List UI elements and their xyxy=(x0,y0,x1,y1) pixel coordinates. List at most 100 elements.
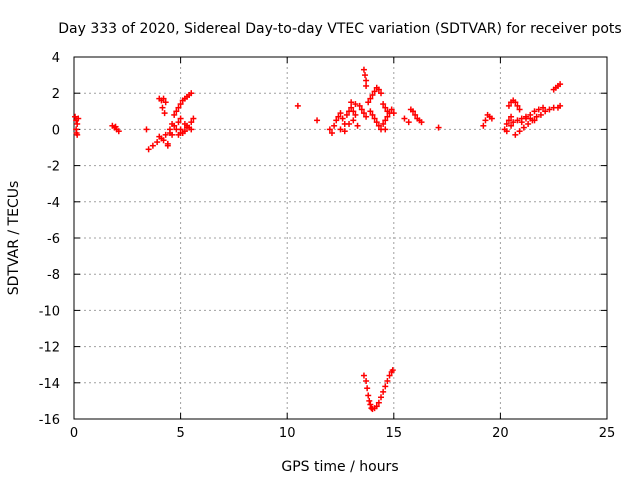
data-point xyxy=(175,119,182,126)
data-point xyxy=(378,394,385,401)
data-point xyxy=(348,99,355,106)
data-point xyxy=(166,126,173,133)
data-point xyxy=(401,115,408,122)
y-tick-label: -10 xyxy=(39,304,60,319)
y-tick-label: -6 xyxy=(47,232,60,247)
data-point xyxy=(516,106,523,113)
x-tick-label: 5 xyxy=(176,426,184,441)
data-point xyxy=(173,108,180,115)
data-point xyxy=(171,111,178,118)
data-point xyxy=(365,392,372,399)
data-point xyxy=(145,146,152,153)
x-tick-label: 0 xyxy=(70,426,78,441)
data-point xyxy=(72,113,79,120)
data-point xyxy=(512,99,519,106)
data-point xyxy=(505,117,512,124)
data-point xyxy=(188,126,195,133)
data-point xyxy=(328,130,335,137)
y-tick-label: 2 xyxy=(52,87,60,102)
data-point xyxy=(514,117,521,124)
x-tick-labels: 0 5 10 15 20 25 xyxy=(70,426,615,441)
data-point xyxy=(160,137,167,144)
data-point xyxy=(164,142,171,149)
data-point xyxy=(159,104,166,111)
data-point xyxy=(557,81,564,88)
data-point xyxy=(503,128,510,135)
data-point xyxy=(348,104,355,111)
y-axis-label: SDTVAR / TECUs xyxy=(6,181,22,296)
data-point xyxy=(337,126,344,133)
data-point xyxy=(388,106,395,113)
data-point xyxy=(188,90,195,97)
data-point xyxy=(352,101,359,108)
data-point xyxy=(505,102,512,109)
y-tick-label: -14 xyxy=(39,377,60,392)
data-point xyxy=(341,128,348,135)
data-point xyxy=(360,66,367,73)
data-point xyxy=(154,139,161,146)
data-point xyxy=(375,122,382,129)
data-point xyxy=(363,113,370,120)
data-point xyxy=(188,119,195,126)
data-point xyxy=(384,377,391,384)
data-point xyxy=(371,115,378,122)
data-point xyxy=(382,383,389,390)
data-point xyxy=(542,108,549,115)
data-point xyxy=(156,133,163,140)
data-point xyxy=(525,120,532,127)
data-point xyxy=(354,122,361,129)
data-point xyxy=(371,88,378,95)
data-point xyxy=(373,403,380,410)
data-point xyxy=(557,102,564,109)
data-point xyxy=(331,122,338,129)
x-tick-label: 10 xyxy=(279,426,296,441)
data-point xyxy=(343,111,350,118)
data-point xyxy=(177,115,184,122)
data-point xyxy=(350,108,357,115)
data-point xyxy=(364,385,371,392)
data-point xyxy=(510,119,517,126)
data-point xyxy=(380,120,387,127)
data-point xyxy=(412,111,419,118)
data-point xyxy=(366,397,373,404)
data-point xyxy=(375,399,382,406)
data-point xyxy=(367,108,374,115)
data-point xyxy=(380,101,387,108)
data-point xyxy=(382,117,389,124)
data-point xyxy=(112,123,119,130)
y-tick-labels: 4 2 0 -2 -4 -6 -8 -10 -12 -14 -16 xyxy=(39,51,60,428)
data-point xyxy=(535,106,542,113)
y-tick-label: -12 xyxy=(39,341,60,356)
y-tick-label: -2 xyxy=(47,160,60,175)
data-point xyxy=(161,110,168,117)
y-tick-label: -4 xyxy=(47,196,60,211)
data-point xyxy=(380,388,387,395)
data-series xyxy=(72,66,564,413)
data-point xyxy=(537,111,544,118)
data-point xyxy=(516,128,523,135)
data-point xyxy=(74,131,81,138)
data-point xyxy=(384,113,391,120)
data-point xyxy=(390,110,397,117)
data-point xyxy=(522,113,529,120)
data-point xyxy=(363,77,370,84)
data-point xyxy=(75,115,82,122)
data-point xyxy=(409,108,416,115)
data-point xyxy=(363,377,370,384)
data-point xyxy=(531,108,538,115)
data-point xyxy=(533,113,540,120)
data-point xyxy=(418,119,425,126)
data-point xyxy=(356,102,363,109)
data-point xyxy=(358,106,365,113)
data-point xyxy=(143,126,150,133)
data-point xyxy=(512,131,519,138)
data-point xyxy=(173,126,180,133)
y-tick-label: 4 xyxy=(52,51,60,66)
y-tick-label: 0 xyxy=(52,123,60,138)
x-tick-label: 20 xyxy=(492,426,509,441)
data-point xyxy=(546,106,553,113)
data-point xyxy=(482,117,489,124)
data-point xyxy=(531,117,538,124)
data-point xyxy=(169,120,176,127)
